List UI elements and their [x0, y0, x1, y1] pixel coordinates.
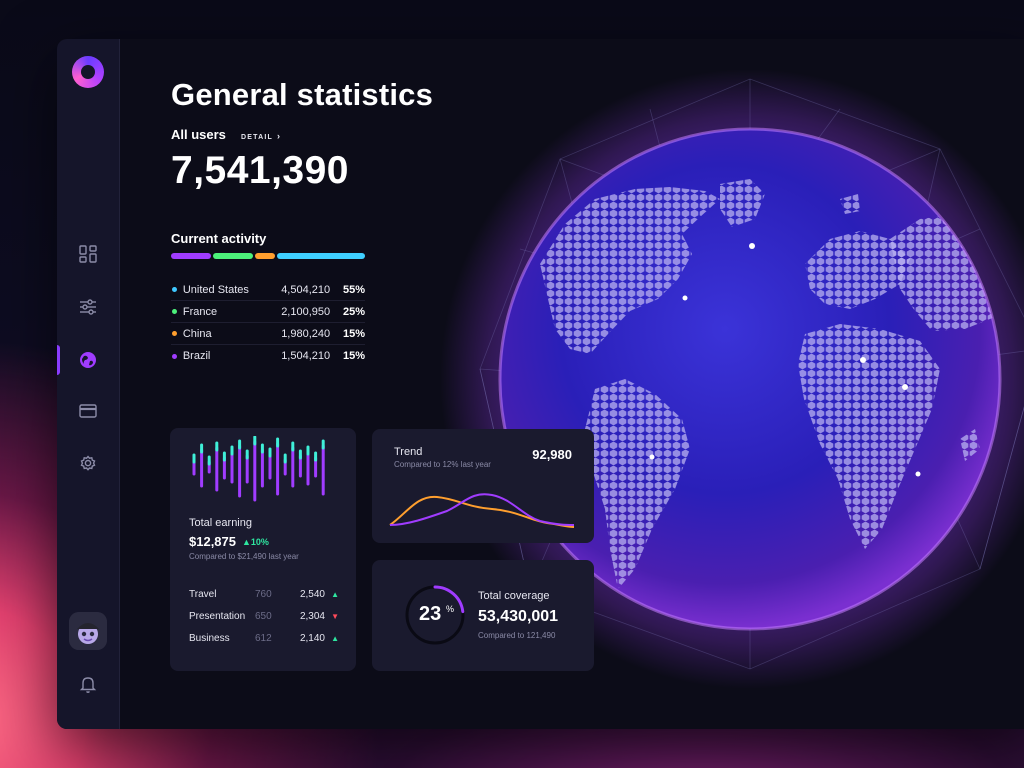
activity-bar [171, 253, 365, 259]
earning-breakdown: Travel 760 2,540 ▲ Presentation 650 2,30… [189, 583, 339, 649]
activity-bar-segment-1 [171, 253, 211, 259]
page-title: General statistics [171, 77, 434, 112]
earning-row-name: Presentation [189, 610, 246, 622]
country-value: 4,504,210 [281, 283, 331, 296]
country-percent: 55% [342, 283, 365, 296]
country-row[interactable]: China 1,980,240 15% [171, 323, 365, 345]
country-percent: 25% [342, 305, 365, 318]
activity-bar-segment-3 [255, 253, 275, 259]
country-value: 1,504,210 [281, 350, 331, 362]
earning-row-name: Travel [189, 588, 217, 600]
earning-change: ▲10% [242, 537, 269, 547]
up-arrow-icon: ▲ [331, 589, 339, 599]
country-value: 2,100,950 [281, 305, 331, 318]
country-name: France [182, 305, 218, 318]
country-name: Brazil [182, 350, 211, 362]
coverage-percent: 23 [419, 603, 442, 625]
all-users-value: 7,541,390 [171, 149, 350, 192]
country-dot [172, 309, 177, 314]
active-nav-indicator [57, 345, 60, 375]
avatar[interactable] [69, 612, 107, 650]
list-item[interactable]: Travel 760 2,540 ▲ [189, 583, 339, 605]
earning-row-count: 650 [255, 610, 272, 622]
country-row[interactable]: France 2,100,950 25% [171, 301, 365, 323]
country-row[interactable]: Brazil 1,504,210 15% [171, 345, 365, 367]
coverage-value: 53,430,001 [478, 608, 559, 625]
earning-row-count: 612 [255, 632, 272, 644]
down-arrow-icon: ▼ [331, 611, 339, 621]
earning-value: $12,875 [189, 534, 236, 549]
globe-visual[interactable] [420, 49, 1024, 689]
country-table: United States 4,504,210 55% France 2,100… [171, 279, 365, 367]
detail-link[interactable]: DETAIL › [241, 131, 281, 141]
up-arrow-icon: ▲ [242, 537, 251, 547]
up-arrow-icon: ▲ [331, 633, 339, 643]
earning-row-value: 2,540 [299, 588, 325, 600]
country-row[interactable]: United States 4,504,210 55% [171, 279, 365, 301]
earning-subtitle: Compared to $21,490 last year [189, 552, 299, 561]
activity-bar-segment-2 [213, 253, 253, 259]
earning-title: Total earning [189, 517, 252, 529]
dashboard-icon[interactable] [77, 243, 99, 265]
trend-subtitle: Compared to 12% last year [394, 460, 491, 469]
activity-bar-segment-4 [277, 253, 365, 259]
app-window: General statistics All users DETAIL › 7,5… [57, 39, 1024, 729]
trend-line-chart [389, 493, 575, 528]
coverage-ring [405, 585, 465, 645]
trend-card[interactable]: Trend Compared to 12% last year 92,980 [372, 429, 594, 543]
coverage-title: Total coverage [478, 590, 550, 602]
country-dot [172, 287, 177, 292]
app-logo[interactable] [72, 56, 104, 88]
earning-row-count: 760 [255, 588, 272, 600]
list-item[interactable]: Presentation 650 2,304 ▼ [189, 605, 339, 627]
earning-row-name: Business [189, 632, 230, 644]
list-item[interactable]: Business 612 2,140 ▲ [189, 627, 339, 649]
country-percent: 15% [342, 350, 365, 362]
trend-value: 92,980 [532, 447, 572, 462]
coverage-percent-sign: % [446, 604, 455, 614]
chevron-right-icon: › [276, 131, 282, 141]
trend-title: Trend [394, 446, 423, 458]
country-dot [172, 353, 177, 359]
earning-bars-chart [192, 436, 325, 502]
country-name: United States [182, 283, 249, 296]
bell-icon[interactable] [77, 673, 99, 695]
sidebar [57, 39, 120, 729]
activity-label: Current activity [171, 231, 267, 246]
country-value: 1,980,240 [281, 327, 331, 340]
country-percent: 15% [342, 327, 365, 340]
gear-icon[interactable] [77, 452, 99, 474]
globe-icon[interactable] [77, 349, 99, 371]
main-content: General statistics All users DETAIL › 7,5… [120, 39, 1024, 729]
earning-change-value: 10% [250, 537, 269, 547]
detail-link-label: DETAIL [241, 134, 273, 141]
earning-row-value: 2,304 [299, 610, 325, 622]
sliders-icon[interactable] [77, 296, 99, 318]
coverage-subtitle: Compared to 121,490 [478, 631, 556, 640]
earning-card[interactable]: Total earning $12,875 ▲10% Compared to $… [170, 428, 356, 671]
earning-row-value: 2,140 [299, 632, 325, 644]
card-icon[interactable] [77, 400, 99, 422]
trend-line-purple [389, 493, 575, 526]
coverage-card[interactable]: 23 % Total coverage 53,430,001 Compared … [372, 560, 594, 671]
country-name: China [182, 327, 212, 340]
all-users-label: All users [171, 127, 226, 142]
country-dot [172, 331, 177, 336]
